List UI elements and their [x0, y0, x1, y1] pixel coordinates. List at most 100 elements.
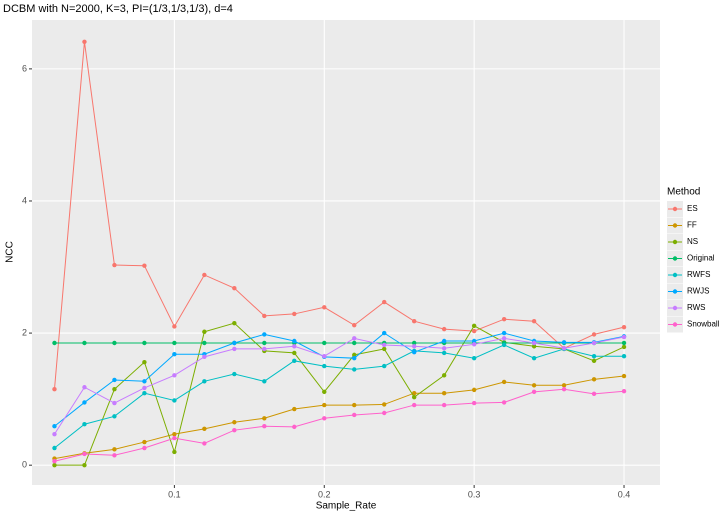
point: [322, 402, 327, 408]
point: [142, 439, 147, 445]
series-line: [54, 332, 625, 427]
point: [621, 324, 627, 330]
point: [52, 445, 57, 451]
point: [202, 379, 207, 384]
legend-label: ES: [687, 204, 698, 213]
point: [441, 390, 447, 396]
legend-point: [672, 206, 678, 212]
legend-label: Snowball: [687, 320, 720, 329]
point: [262, 340, 267, 346]
point: [411, 340, 417, 346]
point: [82, 340, 87, 346]
point: [142, 385, 147, 391]
legend-label: NS: [687, 237, 698, 246]
point: [411, 402, 417, 408]
legend-point: [672, 305, 678, 311]
point: [471, 387, 477, 393]
point: [82, 385, 87, 390]
point: [322, 340, 327, 346]
legend-label: Original: [687, 254, 715, 263]
point: [112, 340, 117, 346]
point: [232, 285, 237, 291]
point: [262, 424, 267, 429]
point: [172, 431, 177, 437]
point: [591, 358, 597, 364]
point: [82, 39, 87, 44]
point: [112, 447, 117, 452]
point: [382, 342, 387, 348]
series-line: [54, 388, 625, 462]
point: [112, 414, 117, 419]
point: [471, 355, 477, 361]
point: [621, 344, 627, 350]
point: [322, 305, 327, 310]
point: [202, 426, 207, 432]
series-line: [53, 41, 625, 390]
point: [411, 390, 417, 396]
legend-label: RWJS: [687, 287, 710, 296]
point: [202, 329, 207, 334]
point: [531, 340, 537, 346]
point: [142, 263, 147, 268]
y-tick-label: 2: [22, 327, 27, 337]
point: [621, 354, 627, 359]
point: [561, 340, 567, 345]
point: [441, 350, 447, 356]
point: [352, 352, 357, 358]
point: [232, 427, 237, 433]
point: [322, 416, 327, 421]
point: [142, 445, 147, 451]
point: [591, 332, 597, 337]
point: [411, 394, 417, 400]
y-tick-label: 0: [22, 460, 27, 470]
point: [621, 340, 627, 346]
legend-label: FF: [687, 221, 697, 230]
x-tick-label: 0.3: [468, 489, 481, 499]
point: [172, 340, 177, 346]
point: [471, 328, 477, 334]
point: [411, 318, 417, 324]
point: [202, 441, 207, 446]
point: [411, 350, 417, 355]
point: [292, 350, 297, 356]
point: [382, 346, 387, 352]
point: [52, 462, 57, 468]
point: [82, 462, 87, 468]
point: [382, 402, 387, 407]
point: [411, 344, 417, 349]
x-tick-label: 0.1: [168, 489, 181, 499]
point: [232, 340, 237, 346]
point: [82, 422, 87, 427]
point: [172, 324, 177, 329]
point: [352, 340, 357, 346]
point: [531, 389, 537, 395]
legend-point: [672, 256, 678, 261]
point: [292, 358, 297, 364]
point: [591, 340, 597, 346]
point: [112, 453, 117, 458]
point: [322, 389, 327, 395]
point: [52, 459, 57, 464]
point: [142, 379, 147, 384]
point: [471, 400, 477, 406]
point: [262, 332, 267, 337]
point: [621, 334, 627, 340]
point: [441, 326, 447, 332]
point: [202, 272, 207, 278]
point: [501, 400, 507, 405]
legend-point: [672, 239, 678, 245]
point: [232, 420, 237, 425]
panel: [32, 20, 660, 485]
point: [172, 398, 177, 403]
point: [82, 451, 87, 457]
x-tick-label: 0.2: [318, 489, 331, 499]
point: [352, 402, 357, 408]
point: [441, 338, 447, 344]
point: [292, 311, 297, 317]
point: [352, 412, 357, 418]
series-line: [54, 375, 625, 460]
point: [352, 322, 357, 328]
point: [591, 354, 597, 359]
legend-label: RWS: [687, 303, 706, 312]
point: [382, 410, 387, 416]
